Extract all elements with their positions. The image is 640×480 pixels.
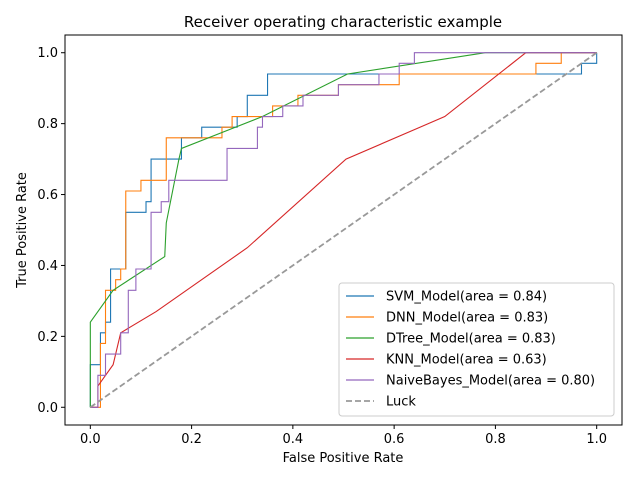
x-axis-label: False Positive Rate [283, 451, 404, 466]
y-tick-label: 0.4 [37, 259, 58, 274]
plot-area: 0.0 0.2 0.4 0.6 0.8 1.0 0.0 0.2 0.4 0.6 0.8 1.0 [37, 34, 623, 447]
y-axis-label: True Positive Rate [15, 172, 30, 289]
series-line-dnn-model [90, 52, 597, 408]
series-layer [89, 51, 598, 409]
x-tick-label: 0.0 [80, 432, 101, 447]
legend-label-luck: Luck [386, 395, 416, 410]
y-tick-label: 0.2 [37, 330, 58, 345]
series-line-dtree-model [89, 52, 597, 408]
y-axis: 0.0 0.2 0.4 0.6 0.8 1.0 [37, 46, 65, 416]
y-tick-label: 0.8 [37, 117, 58, 132]
x-tick-label: 1.0 [586, 432, 607, 447]
axes-frame [64, 34, 623, 426]
series-line-svm-model [89, 52, 598, 408]
x-tick-label: 0.4 [283, 432, 304, 447]
y-tick-label: 0.0 [37, 401, 58, 416]
x-tick-label: 0.6 [384, 432, 405, 447]
legend: SVM_Model(area = 0.84) DNN_Model(area = 0… [338, 282, 615, 417]
legend-label-knn-model: KNN_Model(area = 0.63) [386, 353, 547, 368]
legend-label-naivebayes-model: NaiveBayes_Model(area = 0.80) [386, 374, 595, 389]
legend-label-dtree-model: DTree_Model(area = 0.83) [386, 332, 556, 347]
series-line-naivebayes-model [90, 52, 597, 408]
legend-label-svm-model: SVM_Model(area = 0.84) [386, 290, 547, 305]
x-tick-label: 0.2 [181, 432, 202, 447]
series-line-luck [89, 51, 598, 409]
x-axis: 0.0 0.2 0.4 0.6 0.8 1.0 [80, 425, 607, 447]
x-tick-label: 0.8 [485, 432, 506, 447]
chart-title: Receiver operating characteristic exampl… [184, 13, 502, 31]
legend-box [338, 282, 615, 417]
y-tick-label: 1.0 [37, 46, 58, 61]
legend-label-dnn-model: DNN_Model(area = 0.83) [386, 311, 548, 326]
y-tick-label: 0.6 [37, 188, 58, 203]
